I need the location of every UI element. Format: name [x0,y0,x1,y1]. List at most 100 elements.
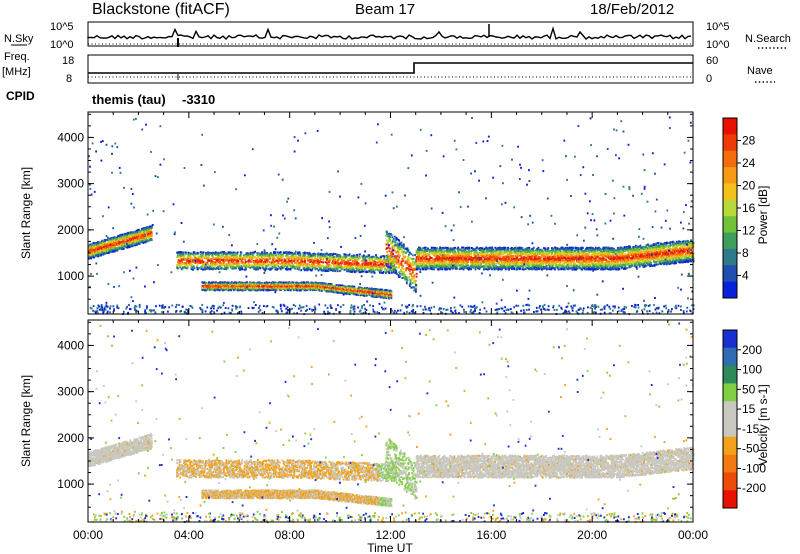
power-cell [118,245,121,247]
power-cell [263,254,265,257]
power-cell [144,230,146,233]
power-cell [250,260,253,263]
power-cell [319,260,321,263]
power-cell [180,253,182,256]
power-cell [232,263,234,266]
power-cell [294,267,296,270]
power-cell [270,263,272,266]
power-cell [402,264,404,267]
power-cell [145,235,148,238]
power-cell [271,264,274,267]
power-cell [284,259,287,262]
power-cell [228,262,231,265]
power-cell [403,271,406,274]
power-cell [287,258,290,261]
power-cell [285,262,287,265]
power-cell [231,267,234,270]
power-cell [147,232,150,235]
power-cell [228,289,231,292]
power-cell [185,262,188,265]
power-cell [105,249,108,252]
power-cell [113,242,115,245]
power-cell [392,267,395,269]
power-cell [101,240,104,243]
power-cell [311,265,314,268]
power-cell [236,255,239,257]
power-cell [283,258,286,261]
power-cell [389,239,391,242]
power-cell [330,283,333,286]
power-cell [386,250,388,253]
power-cell [343,268,346,271]
power-cell [103,244,105,247]
power-cell [381,263,384,266]
power-cell [287,261,290,264]
power-cell [276,259,279,262]
power-cell [182,267,185,270]
power-cell [236,256,238,259]
power-cell [211,258,213,261]
power-cell [216,253,219,256]
power-cell [147,234,150,237]
power-cell [245,264,247,266]
noise-tick-bottom-left: 10^0 [50,39,74,51]
power-cell [295,254,297,257]
power-cell [190,266,193,269]
nave-tick-bottom: 0 [706,73,712,85]
power-cell [235,266,237,269]
station-title: Blackstone (fitACF) [92,1,230,18]
power-cell [307,268,309,271]
power-cell [134,234,137,237]
power-cell [124,232,127,235]
power-cell [326,261,328,264]
power-cell [308,266,311,269]
power-cell [201,259,203,262]
power-cell [364,257,367,260]
power-cell [301,263,304,265]
power-cell [288,256,291,259]
power-cell [286,266,289,269]
power-cell [319,265,322,268]
power-cell [230,287,232,290]
power-cell [346,262,349,265]
power-cell [136,231,139,234]
power-cell [220,266,223,269]
power-cell [183,254,186,257]
power-cell [193,251,196,254]
power-cell [319,267,322,270]
power-cell [191,257,194,260]
power-cell [210,262,213,264]
power-cell [252,256,255,259]
power-cell [241,268,244,271]
power-cell [177,253,180,256]
power-cell [192,265,195,268]
power-cell [242,262,245,265]
power-cell [311,256,314,259]
power-cell [375,254,377,257]
power-cell [180,268,183,271]
power-cell [254,256,256,259]
power-cell [357,262,360,265]
power-cell [212,262,215,265]
power-cell [378,269,380,272]
power-cell [194,254,197,257]
power-cell [198,266,200,269]
power-cell [336,270,339,273]
power-cell [136,233,139,235]
power-cell [378,267,381,270]
power-cell [189,258,192,261]
power-cell [339,266,342,269]
power-cell [201,256,203,259]
power-cell [384,268,386,271]
power-cell [227,251,230,254]
power-cell [179,266,182,269]
power-cell [294,258,296,261]
power-cell [199,251,202,254]
power-cell [202,251,205,254]
power-cell [268,254,271,257]
power-cell [391,268,394,271]
power-cell [140,233,142,236]
power-cell [256,252,259,255]
power-cell [360,269,362,271]
power-cell [400,241,403,244]
